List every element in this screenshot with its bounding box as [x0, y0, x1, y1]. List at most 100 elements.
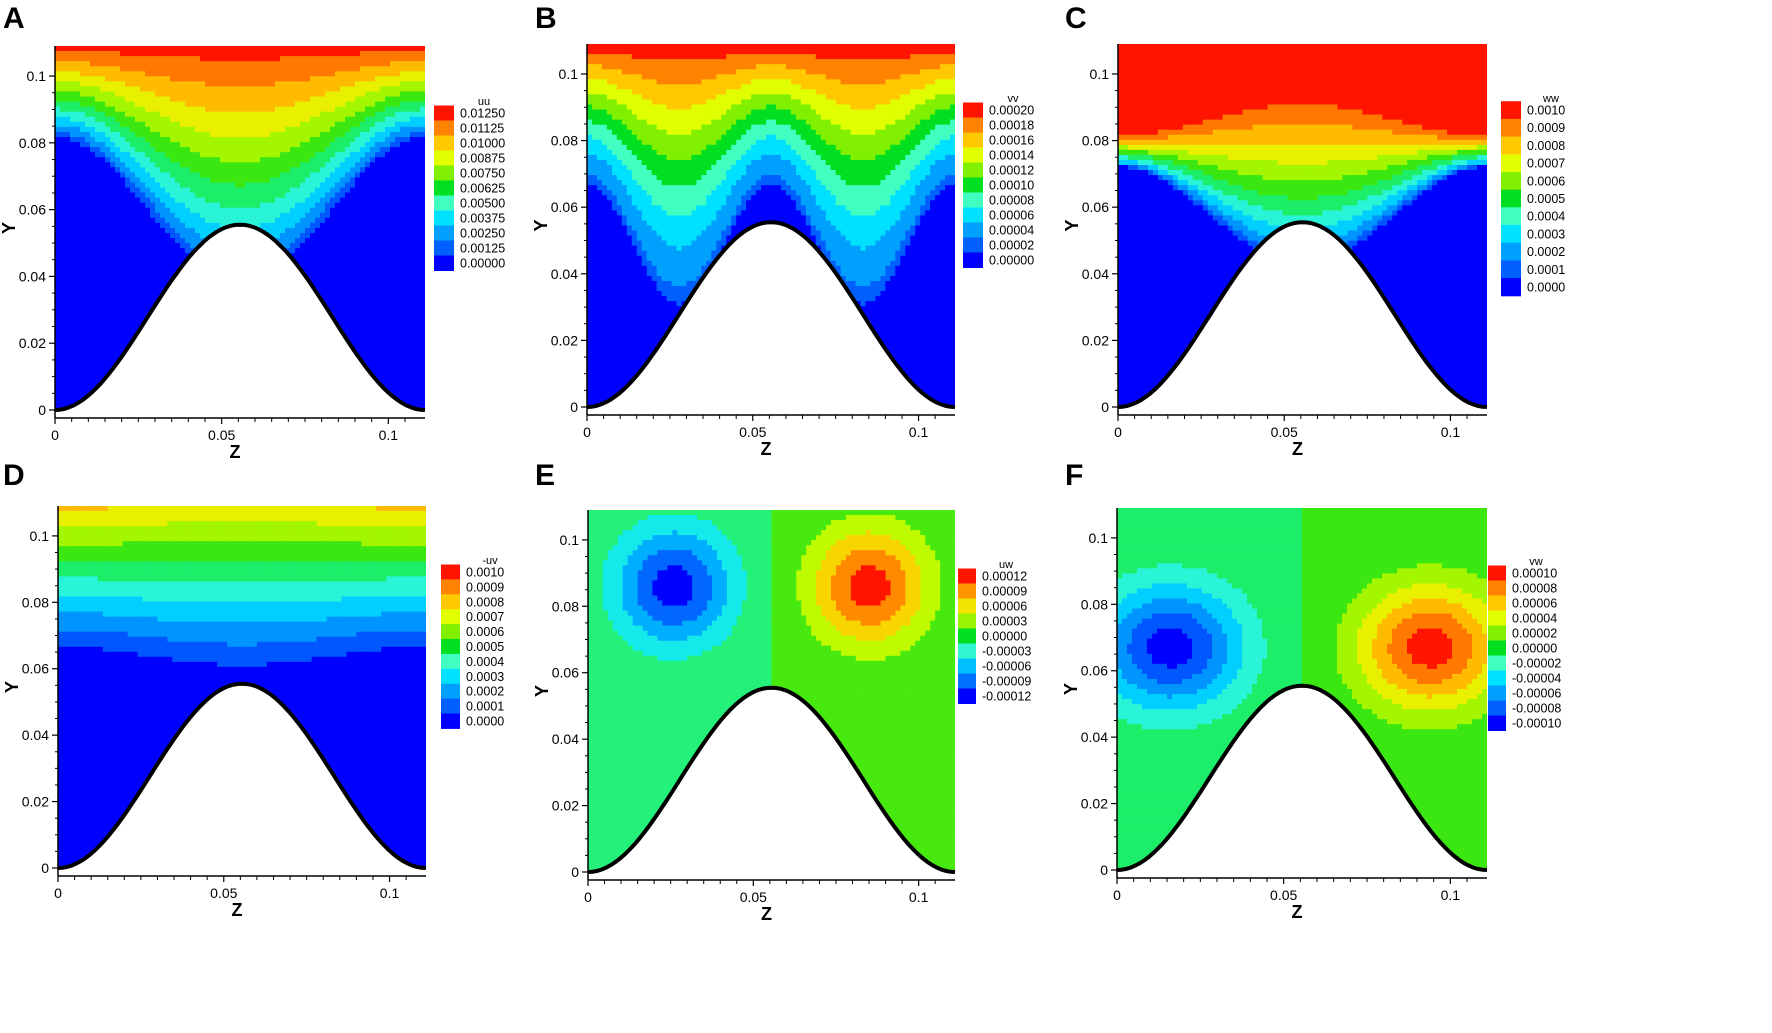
contour-cell: [195, 222, 201, 229]
contour-cell: [130, 131, 136, 138]
contour-cell: [180, 344, 186, 350]
contour-cell: [155, 233, 161, 239]
contour-cell: [175, 339, 181, 345]
contour-cell: [130, 359, 136, 366]
contour-cell: [140, 51, 146, 57]
contour-cell: [190, 116, 196, 123]
contour-cell: [365, 147, 371, 153]
contour-cell: [415, 374, 421, 381]
contour-cell: [230, 238, 236, 244]
contour-cell: [280, 157, 286, 163]
contour-cell: [210, 293, 216, 300]
contour-cell: [325, 51, 331, 57]
contour-cell: [375, 162, 381, 168]
contour-cell: [85, 61, 91, 67]
contour-cell: [265, 121, 271, 128]
contour-cell: [390, 76, 396, 82]
contour-cell: [285, 354, 291, 361]
contour-cell: [325, 258, 331, 264]
contour-cell: [230, 243, 236, 249]
contour-cell: [65, 81, 71, 88]
contour-cell: [270, 253, 276, 259]
contour-cell: [120, 369, 126, 376]
contour-cell: [300, 152, 306, 158]
contour-cell: [290, 308, 296, 315]
contour-cell: [170, 217, 176, 224]
contour-cell: [205, 263, 211, 270]
contour-cell: [310, 147, 316, 153]
contour-cell: [155, 61, 161, 67]
contour-cell: [300, 212, 306, 219]
contour-cell: [410, 374, 416, 381]
contour-cell: [255, 308, 261, 315]
contour-cell: [65, 162, 71, 168]
contour-cell: [385, 258, 391, 264]
contour-cell: [345, 268, 351, 275]
contour-cell: [120, 121, 126, 128]
contour-cell: [250, 152, 256, 158]
contour-cell: [135, 46, 141, 52]
contour-cell: [400, 71, 406, 77]
contour-cell: [110, 152, 116, 158]
contour-cell: [415, 71, 421, 77]
contour-cell: [305, 197, 311, 204]
contour-cell: [320, 243, 326, 249]
contour-cell: [90, 278, 96, 285]
contour-cell: [155, 142, 161, 148]
contour-cell: [205, 56, 211, 62]
contour-cell: [60, 339, 66, 345]
contour-cell: [120, 167, 126, 173]
contour-cell: [305, 253, 311, 259]
contour-cell: [370, 101, 376, 108]
contour-cell: [140, 228, 146, 234]
contour-cell: [75, 369, 81, 376]
contour-cell: [245, 71, 251, 77]
contour-cell: [200, 374, 206, 381]
contour-cell: [70, 233, 76, 239]
contour-cell: [235, 324, 241, 330]
contour-cell: [385, 66, 391, 72]
contour-cell: [265, 207, 271, 214]
contour-cell: [105, 137, 111, 143]
contour-cell: [65, 157, 71, 163]
contour-cell: [235, 374, 241, 381]
contour-cell: [220, 263, 226, 270]
contour-cell: [340, 217, 346, 224]
contour-cell: [330, 283, 336, 290]
contour-cell: [220, 121, 226, 128]
contour-cell: [75, 278, 81, 285]
contour-cell: [100, 339, 106, 345]
contour-cell: [345, 303, 351, 310]
contour-cell: [155, 126, 161, 133]
contour-cell: [290, 182, 296, 189]
contour-cell: [190, 142, 196, 148]
contour-cell: [270, 51, 276, 57]
contour-cell: [75, 334, 81, 340]
contour-cell: [380, 91, 386, 98]
contour-cell: [410, 379, 416, 386]
contour-cell: [160, 116, 166, 123]
contour-cell: [160, 273, 166, 280]
contour-cell: [360, 212, 366, 219]
contour-cell: [75, 202, 81, 209]
contour-cell: [250, 212, 256, 219]
contour-cell: [195, 137, 201, 143]
contour-cell: [145, 298, 151, 305]
contour-cell: [315, 157, 321, 163]
contour-cell: [155, 111, 161, 118]
contour-cell: [210, 268, 216, 275]
contour-cell: [200, 258, 206, 264]
contour-cell: [305, 248, 311, 254]
contour-cell: [280, 238, 286, 244]
contour-cell: [200, 334, 206, 340]
contour-cell: [360, 86, 366, 93]
contour-cell: [195, 217, 201, 224]
contour-cell: [150, 76, 156, 82]
contour-cell: [245, 374, 251, 381]
contour-cell: [390, 273, 396, 280]
contour-cell: [215, 329, 221, 335]
contour-cell: [270, 152, 276, 158]
contour-cell: [225, 157, 231, 163]
contour-cell: [320, 334, 326, 340]
contour-cell: [120, 298, 126, 305]
